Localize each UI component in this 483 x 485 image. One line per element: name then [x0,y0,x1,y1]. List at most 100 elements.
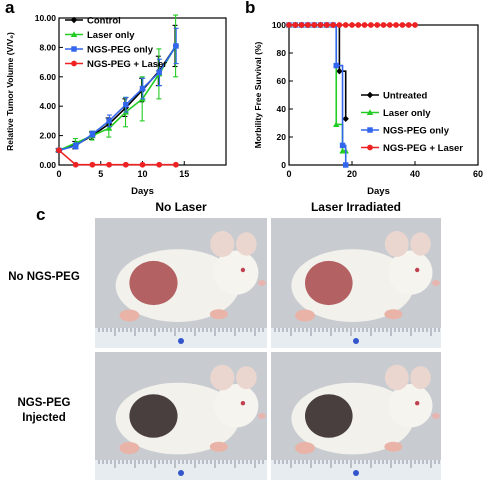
data-point [317,22,324,28]
mouse-ear [410,366,431,390]
col-header-no-laser: No Laser [155,200,207,214]
mouse-paw [119,309,140,322]
data-point [286,22,292,28]
mouse-ear [410,232,431,256]
mouse-photo-ngs-no-laser [95,352,267,480]
series-line [58,45,177,152]
legend-label: NGS-PEG only [383,126,450,137]
data-point [380,22,387,28]
data-point [173,43,179,49]
mouse-ear [210,364,235,391]
data-point [56,147,62,154]
data-point [333,62,339,69]
data-point [156,161,163,168]
panel-label-a: a [5,0,15,17]
data-point [292,22,299,28]
legend-label: NGS-PEG + Laser [87,59,167,70]
tumor [305,260,353,306]
mouse-photo-no-ngs-no-laser [95,218,267,348]
x-axis-label: Days [367,186,390,197]
y-tick-label: 0.00 [39,160,56,170]
mouse-ear [384,231,409,257]
mouse-nose [431,413,440,419]
row-label-ngs-injected: NGS-PEG Injected [17,397,71,424]
ruler-marker [178,470,184,476]
data-point [122,161,129,168]
y-tick-label: 40 [277,104,287,114]
x-tick-label: 0 [286,169,291,179]
legend-marker [367,127,373,133]
data-point [105,125,113,131]
mouse-head [388,250,433,295]
legend-label: Control [87,16,121,27]
mouse-photo-ngs-laser [271,352,441,480]
mouse-photo-no-ngs-laser [271,218,441,348]
mouse-eye [240,267,246,273]
mouse-eye [240,401,246,406]
col-header-laser: Laser Irradiated [310,200,402,214]
mouse-paw [209,309,228,320]
x-tick-label: 20 [347,169,357,179]
data-point [89,131,96,137]
data-point [336,68,343,75]
ruler-marker [353,338,359,344]
data-point [323,22,330,28]
mouse-eye [415,401,420,406]
x-tick-label: 15 [179,169,189,179]
legend-marker [367,144,373,151]
data-point [89,161,96,168]
x-tick-label: 0 [56,169,61,179]
data-point [386,22,393,28]
x-tick-label: 10 [137,169,147,179]
y-axis-label: Morbility Free Survival (%) [253,41,263,148]
data-point [355,22,362,28]
data-point [139,161,146,168]
data-point [374,22,381,28]
mouse-paw [384,309,403,320]
panel-label-c: c [36,205,46,224]
mouse-paw [384,441,403,452]
data-point [349,22,355,28]
mouse-head [213,384,259,428]
x-tick-label: 60 [473,169,483,179]
y-tick-label: 4.00 [39,101,56,111]
survival-chart: 0 20 40 60 0 20 40 60 80 100 Days Morbility Free Su… [253,20,483,197]
x-axis-label: Days [131,186,154,197]
tumor [305,394,353,438]
data-point [342,162,349,168]
mouse-ear [236,232,257,256]
data-point [342,22,349,28]
data-point [139,85,146,92]
data-point [156,69,162,76]
mouse-nose [257,413,266,419]
mouse-nose [257,280,266,286]
data-point [339,142,346,149]
data-point [405,22,412,28]
legend-marker [366,91,374,99]
legend-marker [70,31,78,38]
data-point [311,22,318,28]
series-0 [285,21,349,122]
series-3 [56,147,179,168]
y-tick-label: 100 [272,20,286,30]
data-point [336,22,343,28]
x-tick-label: 40 [410,169,420,179]
legend-label: Untreated [383,91,428,102]
legend-label: NGS-PEG + Laser [383,143,463,154]
data-point [368,22,374,28]
mouse-head [388,384,433,428]
row-label-no-ngs: No NGS-PEG [8,271,80,283]
data-point [399,22,406,28]
legend-marker [70,16,78,24]
mouse-paw [119,442,140,454]
data-point [305,22,311,28]
data-point [393,22,399,28]
series-3 [286,22,418,28]
data-point [106,118,112,124]
mouse-nose [431,280,440,286]
mouse-paw [295,442,315,454]
data-point [72,143,79,149]
data-point [298,22,305,28]
series-line [289,24,346,152]
mouse-ear [384,364,409,391]
